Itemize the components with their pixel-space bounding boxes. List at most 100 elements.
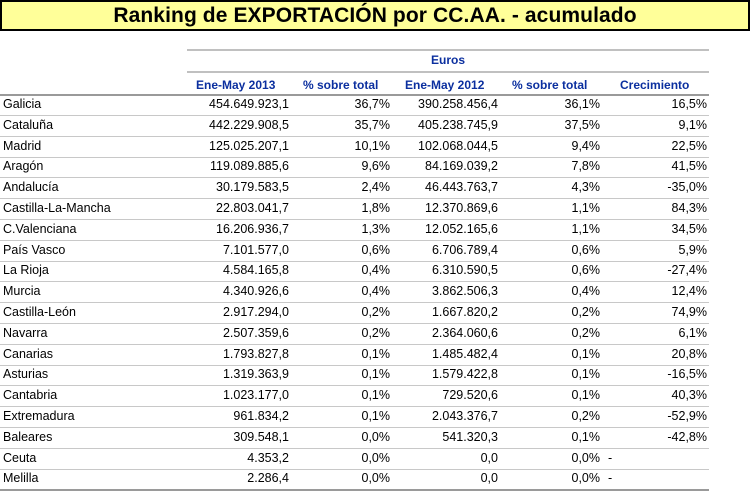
value-2013-cell: 454.649.923,1: [209, 97, 289, 111]
pct-2012-cell: 7,8%: [571, 159, 601, 174]
value-2013-cell: 961.834,2: [233, 409, 289, 423]
value-2012-cell: 390.258.456,4: [418, 97, 498, 111]
pct-2013-cell: 2,4%: [361, 180, 391, 195]
group-header-top-rule: [187, 49, 709, 51]
pct-2013-cell: 35,7%: [354, 117, 390, 132]
group-header-euros: Euros: [430, 53, 465, 67]
pct-2012-cell: 0,1%: [571, 346, 601, 361]
growth-cell: 34,5%: [671, 221, 707, 236]
region-cell: Madrid: [3, 138, 42, 153]
row-rule: [0, 427, 709, 428]
row-rule: [0, 364, 709, 366]
column-header-pct-2012: % sobre total: [512, 78, 588, 92]
value-2013-cell: 4.584.165,8: [222, 263, 289, 278]
region-cell: Asturias: [3, 367, 49, 382]
value-2013-cell: 7.101.577,0: [222, 242, 289, 257]
table-row: Asturias 1.319.363,9 0,1% 1.579.422,8 0,1% -1…: [0, 365, 709, 387]
pct-2013-cell: 0,2%: [361, 305, 391, 319]
value-2012-cell: 3.862.506,3: [431, 284, 498, 299]
growth-cell: 22,5%: [671, 138, 707, 153]
header-rule: [0, 94, 709, 96]
pct-2012-cell: 0,2%: [571, 409, 601, 423]
value-2013-cell: 125.025.207,1: [209, 138, 289, 153]
pct-2013-cell: 0,1%: [361, 346, 391, 361]
region-cell: C.Valenciana: [3, 221, 77, 236]
value-2012-cell: 12.370.869,6: [425, 201, 498, 215]
pct-2013-cell: 1,8%: [361, 201, 391, 215]
region-cell: Baleares: [3, 429, 53, 444]
pct-2012-cell: 0,6%: [571, 242, 601, 257]
value-2013-cell: 119.089.885,6: [209, 159, 289, 174]
value-2013-cell: 4.340.926,6: [222, 284, 289, 299]
pct-2013-cell: 0,0%: [361, 450, 391, 465]
table-row: Andalucía 30.179.583,5 2,4% 46.443.763,7 4,3…: [0, 178, 709, 200]
growth-cell: -: [608, 450, 613, 465]
row-rule: [0, 302, 709, 304]
value-2012-cell: 541.320,3: [442, 429, 498, 444]
table-row: Aragón 119.089.885,6 9,6% 84.169.039,2 7,8% 4…: [0, 157, 709, 179]
table-row: Extremadura 961.834,2 0,1% 2.043.376,7 0,2% -…: [0, 407, 709, 428]
table-row: La Rioja 4.584.165,8 0,4% 6.310.590,5 0,6% -2…: [0, 261, 709, 283]
region-cell: Ceuta: [3, 450, 37, 465]
growth-cell: -27,4%: [667, 263, 707, 278]
table-row: Melilla 2.286,4 0,0% 0,0 0,0% -: [0, 469, 709, 491]
pct-2013-cell: 0,0%: [361, 471, 391, 486]
group-header-bottom-rule: [187, 71, 709, 73]
pct-2012-cell: 37,5%: [564, 117, 600, 132]
value-2012-cell: 2.364.060,6: [431, 325, 498, 340]
growth-cell: 9,1%: [678, 117, 708, 132]
row-rule: [0, 260, 709, 262]
region-cell: Murcia: [3, 284, 41, 299]
value-2012-cell: 2.043.376,7: [431, 409, 498, 423]
table-bottom-rule: [0, 489, 709, 491]
row-rule: [0, 177, 709, 179]
table-row: Cantabria 1.023.177,0 0,1% 729.520,6 0,1% 40,…: [0, 386, 709, 408]
value-2013-cell: 309.548,1: [233, 429, 289, 444]
value-2012-cell: 1.579.422,8: [431, 367, 498, 382]
pct-2012-cell: 0,6%: [571, 263, 601, 278]
growth-cell: 12,4%: [671, 284, 707, 299]
region-cell: Castilla-León: [3, 305, 76, 319]
pct-2012-cell: 1,1%: [571, 201, 601, 215]
value-2012-cell: 102.068.044,5: [418, 138, 498, 153]
row-rule: [0, 468, 709, 470]
growth-cell: -52,9%: [667, 409, 707, 423]
value-2013-cell: 2.507.359,6: [222, 325, 289, 340]
table-row: Murcia 4.340.926,6 0,4% 3.862.506,3 0,4% 12,4…: [0, 282, 709, 304]
pct-2012-cell: 0,0%: [571, 471, 601, 486]
value-2013-cell: 1.793.827,8: [222, 346, 289, 361]
growth-cell: -42,8%: [667, 429, 707, 444]
value-2013-cell: 22.803.041,7: [216, 201, 289, 215]
value-2012-cell: 405.238.745,9: [418, 117, 498, 132]
region-cell: Melilla: [3, 471, 39, 486]
value-2012-cell: 1.485.482,4: [431, 346, 498, 361]
region-cell: Andalucía: [3, 180, 59, 195]
value-2013-cell: 30.179.583,5: [216, 180, 289, 195]
pct-2013-cell: 0,4%: [361, 263, 391, 278]
row-rule: [0, 343, 709, 345]
row-rule: [0, 115, 709, 116]
growth-cell: -16,5%: [667, 367, 707, 382]
value-2012-cell: 12.052.165,6: [425, 221, 498, 236]
pct-2013-cell: 0,0%: [361, 429, 391, 444]
region-cell: La Rioja: [3, 263, 49, 278]
table-row: Castilla-León 2.917.294,0 0,2% 1.667.820,2 0…: [0, 303, 709, 324]
value-2013-cell: 1.319.363,9: [222, 367, 289, 382]
pct-2013-cell: 0,4%: [361, 284, 391, 299]
pct-2012-cell: 0,1%: [571, 388, 601, 403]
pct-2012-cell: 9,4%: [571, 138, 601, 153]
table-row: Cataluña 442.229.908,5 35,7% 405.238.745,9 3…: [0, 116, 709, 137]
row-rule: [0, 135, 709, 137]
pct-2013-cell: 0,1%: [361, 409, 391, 423]
pct-2012-cell: 4,3%: [571, 180, 601, 195]
row-rule: [0, 447, 709, 449]
growth-cell: 84,3%: [671, 201, 707, 215]
table-row: Canarias 1.793.827,8 0,1% 1.485.482,4 0,1% 20…: [0, 345, 709, 366]
region-cell: País Vasco: [3, 242, 66, 257]
growth-cell: 5,9%: [678, 242, 708, 257]
value-2013-cell: 4.353,2: [247, 450, 289, 465]
region-cell: Canarias: [3, 346, 54, 361]
row-rule: [0, 239, 709, 241]
pct-2012-cell: 0,1%: [571, 429, 601, 444]
pct-2013-cell: 1,3%: [361, 221, 391, 236]
